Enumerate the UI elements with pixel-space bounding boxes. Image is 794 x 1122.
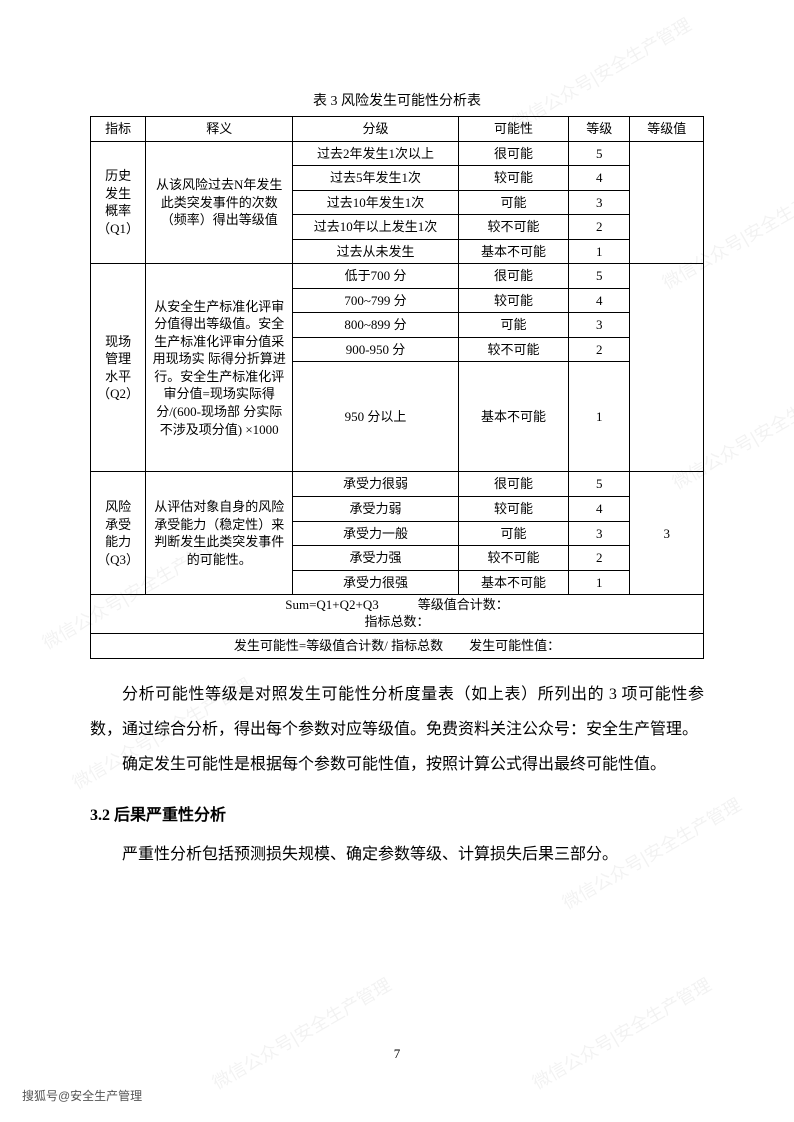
q1-r4-level: 过去10年以上发生1次 <box>293 215 459 240</box>
q2-r2-grade: 4 <box>569 288 630 313</box>
q1-r4-grade: 2 <box>569 215 630 240</box>
q2-r2-level: 700~799 分 <box>293 288 459 313</box>
q3-r4-poss: 较不可能 <box>458 546 568 571</box>
q1-r5-grade: 1 <box>569 239 630 264</box>
q2-r2-poss: 较可能 <box>458 288 568 313</box>
page-number: 7 <box>0 1046 794 1062</box>
q1-r2-poss: 较可能 <box>458 166 568 191</box>
q2-r5-grade: 1 <box>569 362 630 472</box>
th-indicator: 指标 <box>91 117 146 142</box>
q3-r2-level: 承受力弱 <box>293 497 459 522</box>
q1-indicator: 历史 发生 概率 （Q1） <box>91 141 146 264</box>
q1-r3-level: 过去10年发生1次 <box>293 190 459 215</box>
q1-r4-poss: 较不可能 <box>458 215 568 240</box>
heading-3-2: 3.2 后果严重性分析 <box>90 798 704 833</box>
watermark: 微信公众号|安全生产管理 <box>207 971 396 1095</box>
q3-r1-poss: 很可能 <box>458 472 568 497</box>
th-def: 释义 <box>146 117 293 142</box>
q2-r3-level: 800~899 分 <box>293 313 459 338</box>
sum-row-2: 发生可能性=等级值合计数/ 指标总数 发生可能性值： <box>91 633 704 658</box>
q2-r3-grade: 3 <box>569 313 630 338</box>
paragraph-3: 严重性分析包括预测损失规模、确定参数等级、计算损失后果三部分。 <box>90 837 704 872</box>
q3-r5-level: 承受力很强 <box>293 570 459 595</box>
q2-r1-grade: 5 <box>569 264 630 289</box>
sum-row-1: Sum=Q1+Q2+Q3 等级值合计数： 指标总数： <box>91 595 704 634</box>
footer-credit: 搜狐号@安全生产管理 <box>22 1087 142 1104</box>
paragraph-2: 确定发生可能性是根据每个参数可能性值，按照计算公式得出最终可能性值。 <box>90 747 704 782</box>
q2-r4-grade: 2 <box>569 337 630 362</box>
q2-r5-level: 950 分以上 <box>293 362 459 472</box>
q2-def: 从安全生产标准化评审分值得出等级值。安全生产标准化评审分值采用现场实 际得分折算… <box>146 264 293 472</box>
q3-r4-grade: 2 <box>569 546 630 571</box>
q1-r3-poss: 可能 <box>458 190 568 215</box>
q1-def: 从该风险过去N年发生此类突发事件的次数（频率）得出等级值 <box>146 141 293 264</box>
q3-r3-level: 承受力一般 <box>293 521 459 546</box>
q2-r4-level: 900-950 分 <box>293 337 459 362</box>
q3-def: 从评估对象自身的风险承受能力（稳定性）来判断发生此类突发事件的可能性。 <box>146 472 293 595</box>
th-level: 分级 <box>293 117 459 142</box>
q3-r3-grade: 3 <box>569 521 630 546</box>
q1-r5-level: 过去从未发生 <box>293 239 459 264</box>
paragraph-1: 分析可能性等级是对照发生可能性分析度量表（如上表）所列出的 3 项可能性参数，通… <box>90 677 704 747</box>
q1-r1-poss: 很可能 <box>458 141 568 166</box>
q3-r5-poss: 基本不可能 <box>458 570 568 595</box>
risk-table: 指标 释义 分级 可能性 等级 等级值 历史 发生 概率 （Q1） 从该风险过去… <box>90 116 704 659</box>
q3-indicator: 风险 承受 能力 （Q3） <box>91 472 146 595</box>
q3-r3-poss: 可能 <box>458 521 568 546</box>
th-gradeval: 等级值 <box>630 117 704 142</box>
q1-gradeval <box>630 141 704 264</box>
q2-gradeval <box>630 264 704 472</box>
q3-r1-grade: 5 <box>569 472 630 497</box>
q2-r1-poss: 很可能 <box>458 264 568 289</box>
table-caption: 表 3 风险发生可能性分析表 <box>90 90 704 110</box>
q1-r1-grade: 5 <box>569 141 630 166</box>
q3-r5-grade: 1 <box>569 570 630 595</box>
watermark: 微信公众号|安全生产管理 <box>527 971 716 1095</box>
q3-r4-level: 承受力强 <box>293 546 459 571</box>
q3-r1-level: 承受力很弱 <box>293 472 459 497</box>
q1-r2-grade: 4 <box>569 166 630 191</box>
q1-r5-poss: 基本不可能 <box>458 239 568 264</box>
q2-r4-poss: 较不可能 <box>458 337 568 362</box>
th-grade: 等级 <box>569 117 630 142</box>
q2-indicator: 现场 管理 水平 （Q2） <box>91 264 146 472</box>
q2-r1-level: 低于700 分 <box>293 264 459 289</box>
q1-r2-level: 过去5年发生1次 <box>293 166 459 191</box>
q3-r2-grade: 4 <box>569 497 630 522</box>
th-possibility: 可能性 <box>458 117 568 142</box>
q1-r1-level: 过去2年发生1次以上 <box>293 141 459 166</box>
q2-r3-poss: 可能 <box>458 313 568 338</box>
q3-r2-poss: 较可能 <box>458 497 568 522</box>
q1-r3-grade: 3 <box>569 190 630 215</box>
q3-gradeval: 3 <box>630 472 704 595</box>
q2-r5-poss: 基本不可能 <box>458 362 568 472</box>
